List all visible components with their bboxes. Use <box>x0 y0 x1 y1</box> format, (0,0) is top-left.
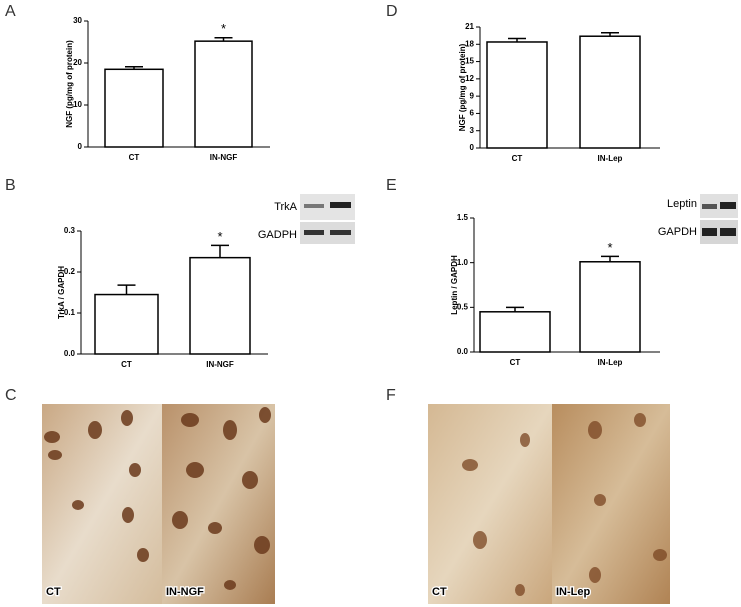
micrograph-label: IN-Lep <box>556 586 591 598</box>
micrograph-label: CT <box>46 586 61 598</box>
panel-label: E <box>386 177 397 194</box>
y-tick-label: 0.2 <box>64 267 76 276</box>
y-axis-label: NGF (pg/mg of protein) <box>65 40 74 128</box>
micrograph-c <box>42 404 275 604</box>
bar <box>579 261 641 353</box>
y-tick-label: 0.0 <box>64 349 76 358</box>
x-tick-label: IN-NGF <box>210 153 238 162</box>
significance-marker: * <box>221 21 226 36</box>
x-tick-label: IN-NGF <box>206 360 234 369</box>
y-tick-label: 18 <box>465 39 474 48</box>
y-tick-label: 6 <box>470 109 475 118</box>
x-tick-label: IN-Lep <box>598 154 623 163</box>
x-tick-label: IN-Lep <box>598 358 623 367</box>
y-tick-label: 0 <box>78 142 83 151</box>
y-tick-label: 15 <box>465 57 474 66</box>
bar <box>479 311 551 353</box>
micrograph-f <box>428 404 670 604</box>
bar <box>486 41 548 149</box>
bar <box>189 256 251 355</box>
blot-label: TrkA <box>274 201 297 213</box>
panel-label: C <box>5 387 17 404</box>
y-axis-label: NGF (pg/mg of protein) <box>458 43 467 131</box>
significance-marker: * <box>217 229 222 244</box>
micrograph-label: CT <box>432 586 447 598</box>
micrograph-label: IN-NGF <box>166 586 204 598</box>
bar <box>94 293 159 355</box>
x-tick-label: CT <box>512 154 523 163</box>
bar <box>194 40 253 148</box>
y-tick-label: 0 <box>470 143 475 152</box>
bar <box>104 68 164 148</box>
y-tick-label: 0.0 <box>457 347 469 356</box>
y-tick-label: 0.1 <box>64 308 76 317</box>
y-tick-label: 20 <box>73 58 82 67</box>
y-axis-label: TrkA / GAPDH <box>57 266 66 319</box>
y-axis-label: Leptin / GAPDH <box>450 255 459 315</box>
y-tick-label: 12 <box>465 74 474 83</box>
panel-label: D <box>386 3 398 20</box>
y-tick-label: 1.0 <box>457 258 469 267</box>
blot-label: GAPDH <box>658 226 697 238</box>
blot-label: GADPH <box>258 229 297 241</box>
y-tick-label: 3 <box>470 126 475 135</box>
y-tick-label: 21 <box>465 22 474 31</box>
x-tick-label: CT <box>121 360 132 369</box>
panel-label: A <box>5 3 16 20</box>
y-tick-label: 9 <box>470 91 475 100</box>
western-blot <box>300 194 738 244</box>
panel-label: F <box>386 387 396 404</box>
x-tick-label: CT <box>129 153 140 162</box>
x-tick-label: CT <box>510 358 521 367</box>
bar <box>579 35 641 149</box>
significance-marker: * <box>607 240 612 255</box>
blot-label: Leptin <box>667 198 697 210</box>
y-tick-label: 10 <box>73 100 82 109</box>
y-tick-label: 30 <box>73 16 82 25</box>
panel-label: B <box>5 177 16 194</box>
y-tick-label: 1.5 <box>457 213 469 222</box>
y-tick-label: 0.3 <box>64 226 76 235</box>
y-tick-label: 0.5 <box>457 302 469 311</box>
